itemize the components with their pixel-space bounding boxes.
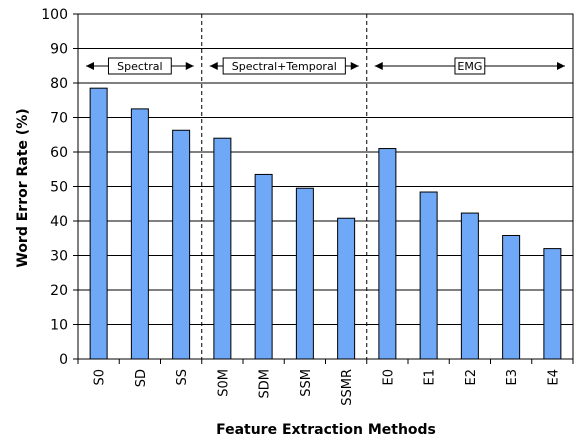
bar-e4 xyxy=(543,248,562,360)
y-tick-label: 0 xyxy=(59,352,68,368)
group-label-box xyxy=(454,57,486,75)
arrowhead-left xyxy=(209,62,218,70)
bar-ss xyxy=(172,129,191,360)
bar-s0 xyxy=(89,87,108,360)
x-tick-label: E0 xyxy=(381,369,396,386)
x-tick-label: S0M xyxy=(216,369,231,397)
arrowhead-right xyxy=(557,62,565,70)
x-tick-label: E2 xyxy=(464,369,479,386)
x-tick-label: E1 xyxy=(423,369,438,386)
x-tick-label: SDM xyxy=(258,369,273,398)
bar-ssm xyxy=(295,187,314,360)
bar-e0 xyxy=(378,148,397,360)
bar-e3 xyxy=(502,234,521,360)
x-tick-label: SSM xyxy=(299,369,314,397)
x-tick-labels: S0 SD SS S0M SDM SSM SSMR E0 E1 E2 E3 E4 xyxy=(77,359,574,406)
bar-s0m xyxy=(213,137,232,360)
y-tick-label: 80 xyxy=(50,76,68,92)
x-tick-label: SS xyxy=(175,369,190,386)
x-tick-label: S0 xyxy=(93,369,108,386)
y-tick-labels: 0 10 20 30 40 50 60 70 80 90 100 xyxy=(41,7,68,368)
bar-ssmr xyxy=(337,217,356,360)
arrowhead-left xyxy=(86,62,94,70)
x-axis-title: Feature Extraction Methods xyxy=(216,422,436,438)
y-tick-label: 90 xyxy=(50,42,68,58)
y-axis-title: Word Error Rate (%) xyxy=(15,108,31,267)
group-separators xyxy=(201,14,368,359)
y-tick-label: 60 xyxy=(50,145,68,161)
arrowhead-right xyxy=(185,62,194,70)
bars xyxy=(89,87,562,360)
x-tick-label: SSMR xyxy=(340,369,355,406)
bar-sdm xyxy=(254,173,273,360)
arrowhead-right xyxy=(350,62,359,70)
y-tick-label: 50 xyxy=(50,180,68,196)
y-tick-label: 100 xyxy=(41,7,68,23)
group-label: Spectral+Temporal xyxy=(232,60,337,73)
bar-e1 xyxy=(419,191,438,360)
group-label: Spectral xyxy=(117,60,162,73)
group-label-box xyxy=(222,57,346,75)
group-label: EMG xyxy=(457,60,482,73)
x-tick-label: E4 xyxy=(546,369,561,386)
y-tick-label: 70 xyxy=(50,111,68,127)
x-tick-label: SD xyxy=(134,369,149,387)
group-annotations: Spectral Spectral+Temporal EMG xyxy=(86,57,565,75)
y-tick-label: 40 xyxy=(50,214,68,230)
y-tick-label: 30 xyxy=(50,249,68,265)
bar-sd xyxy=(130,108,149,360)
group-label-box xyxy=(107,57,172,75)
x-tick-label: E3 xyxy=(505,369,520,386)
y-tick-label: 20 xyxy=(50,283,68,299)
bar-e2 xyxy=(460,212,479,360)
y-tick-label: 10 xyxy=(50,318,68,334)
arrowhead-left xyxy=(374,62,383,70)
